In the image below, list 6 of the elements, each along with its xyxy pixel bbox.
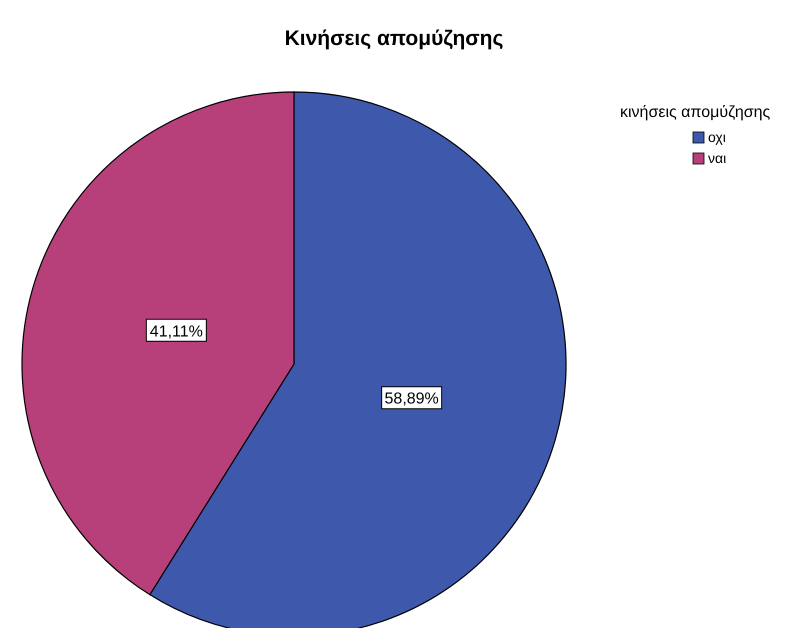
data-label: 58,89% [384,390,439,408]
data-label: 41,11% [150,323,203,340]
legend-title: κινήσεις απομύζησης [620,104,771,121]
chart-title: Κινήσεις απομύζησης [284,27,504,50]
legend-label: οχι [708,129,726,145]
legend-label: ναι [708,150,726,166]
